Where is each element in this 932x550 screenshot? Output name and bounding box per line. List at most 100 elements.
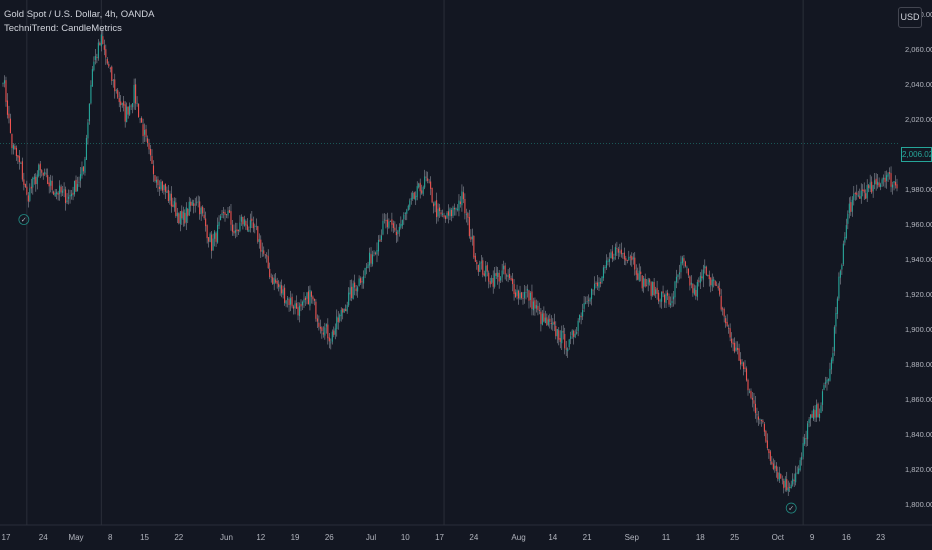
candle-body	[135, 84, 137, 104]
candle-body	[91, 69, 93, 87]
candle-body	[862, 189, 864, 191]
candle-body	[90, 85, 92, 104]
candle-body	[270, 276, 272, 278]
candle-body	[120, 101, 122, 106]
candle-body	[354, 282, 356, 288]
candle-body	[203, 214, 205, 219]
candle-body	[747, 379, 749, 391]
candle-body	[738, 348, 740, 361]
candle-body	[273, 278, 275, 285]
candle-body	[416, 186, 418, 197]
candle-body	[698, 280, 700, 282]
candle-body	[494, 273, 496, 287]
candle-body	[552, 322, 554, 325]
candle-body	[330, 342, 332, 344]
candle-body	[513, 284, 515, 294]
candle-body	[644, 278, 646, 287]
candle-body	[534, 300, 536, 309]
candle-body	[789, 486, 791, 489]
candle-body	[482, 260, 484, 275]
candle-body	[294, 303, 296, 309]
candle-body	[769, 451, 771, 461]
candle-body	[564, 334, 566, 349]
candle-body	[503, 265, 505, 270]
candle-body	[634, 257, 636, 270]
candle-body	[178, 213, 180, 224]
candle-body	[889, 172, 891, 174]
x-tick-label: 23	[876, 533, 885, 542]
candle-body	[804, 438, 806, 444]
currency-button[interactable]: USD	[898, 7, 922, 28]
candle-body	[459, 201, 461, 205]
candle-body	[516, 290, 518, 296]
candle-body	[628, 256, 630, 261]
candle-body	[444, 216, 447, 220]
candle-body	[550, 323, 552, 325]
candle-body	[586, 301, 588, 302]
symbol-title: Gold Spot / U.S. Dollar, 4h, OANDA	[4, 9, 155, 20]
candle-body	[261, 250, 263, 252]
candle-body	[385, 220, 387, 222]
candle-body	[568, 339, 570, 348]
candle-body	[827, 379, 830, 381]
candle-body	[439, 207, 441, 212]
candle-body	[73, 180, 76, 195]
candle-body	[529, 292, 532, 300]
candle-body	[877, 181, 879, 186]
candle-body	[807, 423, 809, 440]
candle-body	[675, 276, 678, 283]
candle-body	[8, 113, 10, 119]
candle-body	[635, 270, 637, 275]
candle-body	[458, 200, 460, 211]
candle-body	[608, 259, 610, 262]
candle-body	[483, 273, 485, 276]
x-tick-label: 12	[256, 533, 265, 542]
candle-body	[830, 359, 832, 370]
candle-body	[300, 304, 302, 307]
candle-body	[744, 367, 746, 369]
candle-body	[191, 201, 193, 206]
candle-body	[51, 180, 53, 190]
candle-body	[450, 209, 453, 217]
candle-body	[315, 301, 317, 319]
candle-body	[613, 257, 615, 260]
candle-body	[124, 104, 126, 122]
candle-body	[836, 298, 838, 315]
candle-body	[348, 292, 350, 306]
candle-body	[434, 201, 436, 206]
candle-body	[85, 137, 87, 160]
candle-body	[763, 423, 765, 432]
candle-body	[622, 252, 624, 254]
candle-body	[500, 277, 502, 281]
candle-body	[166, 191, 168, 193]
candle-body	[351, 286, 353, 299]
candle-body	[285, 300, 287, 304]
candle-body	[638, 270, 640, 281]
candle-body	[215, 233, 217, 242]
y-tick-label: 1,860.000	[905, 395, 932, 404]
candle-body	[766, 440, 768, 449]
candle-body	[227, 210, 229, 216]
candle-body	[848, 203, 850, 213]
candle-body	[145, 129, 147, 137]
candle-body	[672, 296, 675, 300]
candle-body	[504, 265, 506, 275]
candle-body	[418, 183, 420, 188]
candle-body	[596, 282, 599, 287]
candle-body	[114, 79, 116, 92]
candle-body	[427, 178, 429, 181]
candle-body	[491, 278, 493, 283]
candle-body	[884, 177, 886, 183]
candle-body	[255, 226, 257, 227]
candle-body	[442, 213, 444, 215]
candle-body	[465, 214, 467, 216]
candle-body	[838, 276, 840, 299]
candle-body	[869, 182, 871, 189]
candle-body	[139, 118, 141, 120]
candle-body	[850, 202, 852, 212]
candle-body	[368, 252, 371, 266]
y-tick-label: 1,800.000	[905, 500, 932, 509]
candle-body	[158, 186, 160, 189]
candle-body	[81, 167, 83, 176]
